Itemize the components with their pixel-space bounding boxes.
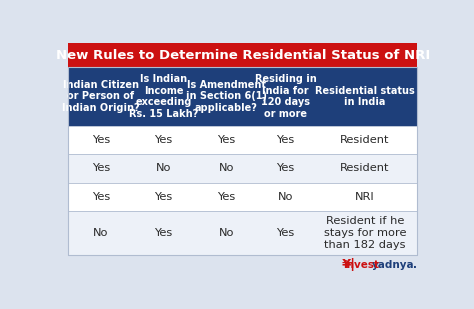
Bar [68, 67, 418, 255]
Text: Resident: Resident [340, 135, 390, 145]
Text: No: No [156, 163, 171, 173]
Text: Yes: Yes [276, 163, 295, 173]
Text: Yes: Yes [217, 135, 236, 145]
Text: Residing in
India for
120 days
or more: Residing in India for 120 days or more [255, 74, 317, 119]
Text: Yes: Yes [91, 192, 110, 202]
Bar [68, 43, 418, 67]
Text: Yes: Yes [276, 228, 295, 238]
Bar [68, 126, 418, 154]
Text: NRI: NRI [355, 192, 375, 202]
Text: Is Indian
Income
exceeding
Rs. 15 Lakh?: Is Indian Income exceeding Rs. 15 Lakh? [129, 74, 198, 119]
Text: New Rules to Determine Residential Status of NRI: New Rules to Determine Residential Statu… [56, 49, 430, 62]
Text: .: . [413, 260, 418, 270]
Bar [68, 211, 418, 255]
Text: Resident: Resident [340, 163, 390, 173]
Text: Yes: Yes [91, 135, 110, 145]
Text: Is Amendment
in Section 6(1)
applicable?: Is Amendment in Section 6(1) applicable? [186, 80, 267, 113]
Text: No: No [219, 163, 234, 173]
Bar [68, 183, 418, 211]
Text: Residential status
in India: Residential status in India [315, 86, 415, 107]
Text: Yes: Yes [91, 163, 110, 173]
Bar [68, 67, 418, 126]
Text: Yes: Yes [217, 192, 236, 202]
Text: Yes: Yes [155, 228, 173, 238]
Text: Indian Citizen
or Person of
Indian Origin?: Indian Citizen or Person of Indian Origi… [62, 80, 139, 113]
Text: Resident if he
stays for more
than 182 days: Resident if he stays for more than 182 d… [324, 217, 406, 250]
Text: Yes: Yes [155, 192, 173, 202]
Text: No: No [93, 228, 109, 238]
Text: ¥|: ¥| [342, 258, 356, 271]
Text: Yes: Yes [276, 135, 295, 145]
Text: invest: invest [344, 260, 380, 270]
Bar [68, 154, 418, 183]
Text: Yes: Yes [155, 135, 173, 145]
Text: yadnya: yadnya [372, 260, 414, 270]
Text: No: No [219, 228, 234, 238]
Text: No: No [278, 192, 293, 202]
